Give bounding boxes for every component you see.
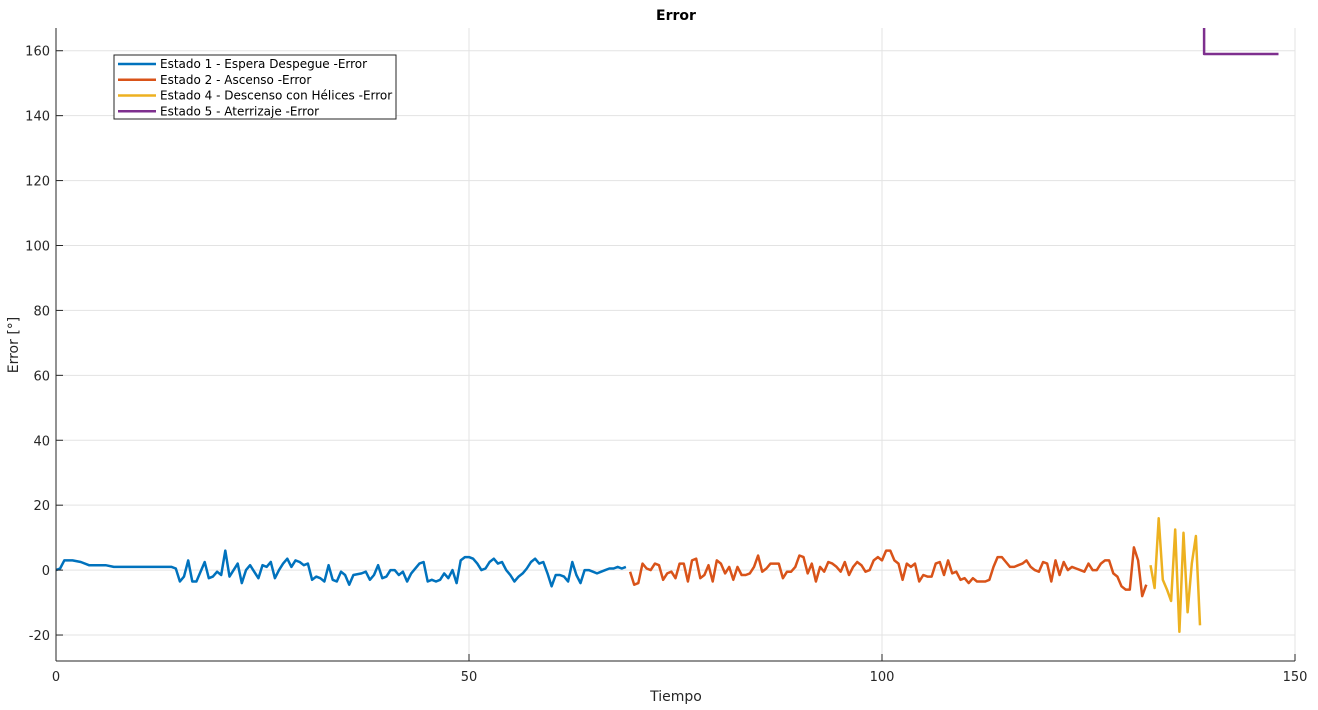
- y-tick-label: 20: [33, 499, 50, 514]
- legend: Estado 1 - Espera Despegue -Error Estado …: [113, 54, 397, 120]
- y-tick-label: 120: [25, 175, 50, 190]
- y-tick-label: 80: [33, 304, 50, 319]
- series-line-1: [55, 549, 627, 588]
- plot-area: [56, 28, 1295, 661]
- y-ticks: -20 0 20 40 60 80 100 120 140 160: [25, 45, 63, 644]
- y-tick-label: -20: [29, 629, 50, 644]
- legend-box: [113, 54, 397, 120]
- series-lines: [55, 28, 1279, 634]
- y-tick-label: 160: [25, 45, 50, 60]
- x-ticks: 0 50 100 150: [52, 654, 1308, 685]
- x-tick-label: 150: [1283, 670, 1308, 685]
- legend-entry-3: Estado 4 - Descenso con Hélices -Error: [160, 89, 392, 103]
- y-tick-label: 60: [33, 369, 50, 384]
- legend-entry-1: Estado 1 - Espera Despegue -Error: [160, 57, 367, 71]
- x-tick-label: 50: [461, 670, 478, 685]
- x-tick-label: 0: [52, 670, 60, 685]
- y-tick-label: 40: [33, 434, 50, 449]
- chart-title: Error: [656, 8, 696, 24]
- y-axis-label: Error [°]: [6, 317, 22, 374]
- axes: [55, 28, 1295, 662]
- series-line-2: [628, 546, 1148, 598]
- x-tick-label: 100: [870, 670, 895, 685]
- legend-entry-4: Estado 5 - Aterrizaje -Error: [160, 104, 319, 118]
- y-tick-label: 100: [25, 239, 50, 254]
- series-line-4: [1202, 28, 1279, 56]
- legend-entry-2: Estado 2 - Ascenso -Error: [160, 73, 311, 87]
- x-axis-label: Tiempo: [649, 689, 702, 705]
- y-tick-label: 0: [42, 564, 50, 579]
- y-tick-label: 140: [25, 110, 50, 125]
- series-line-3: [1149, 516, 1202, 634]
